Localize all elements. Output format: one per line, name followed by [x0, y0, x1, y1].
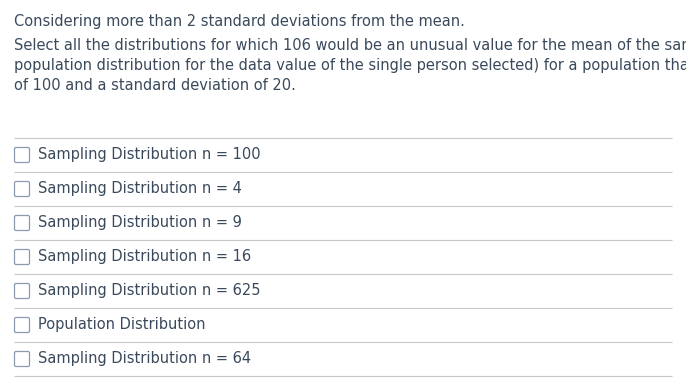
FancyBboxPatch shape — [14, 147, 29, 162]
Text: Considering more than 2 standard deviations from the mean.: Considering more than 2 standard deviati… — [14, 14, 465, 29]
FancyBboxPatch shape — [14, 250, 29, 265]
Text: population distribution for the data value of the single person selected) for a : population distribution for the data val… — [14, 58, 686, 73]
FancyBboxPatch shape — [14, 283, 29, 298]
Text: Sampling Distribution n = 64: Sampling Distribution n = 64 — [38, 351, 251, 366]
Text: Sampling Distribution n = 9: Sampling Distribution n = 9 — [38, 215, 242, 230]
Text: Population Distribution: Population Distribution — [38, 318, 206, 333]
FancyBboxPatch shape — [14, 351, 29, 366]
FancyBboxPatch shape — [14, 182, 29, 197]
Text: Select all the distributions for which 106 would be an unusual value for the mea: Select all the distributions for which 1… — [14, 38, 686, 53]
FancyBboxPatch shape — [14, 318, 29, 333]
Text: Sampling Distribution n = 4: Sampling Distribution n = 4 — [38, 182, 242, 197]
FancyBboxPatch shape — [14, 215, 29, 230]
Text: Sampling Distribution n = 100: Sampling Distribution n = 100 — [38, 147, 261, 162]
Text: of 100 and a standard deviation of 20.: of 100 and a standard deviation of 20. — [14, 78, 296, 93]
Text: Sampling Distribution n = 625: Sampling Distribution n = 625 — [38, 283, 261, 298]
Text: Sampling Distribution n = 16: Sampling Distribution n = 16 — [38, 250, 251, 265]
